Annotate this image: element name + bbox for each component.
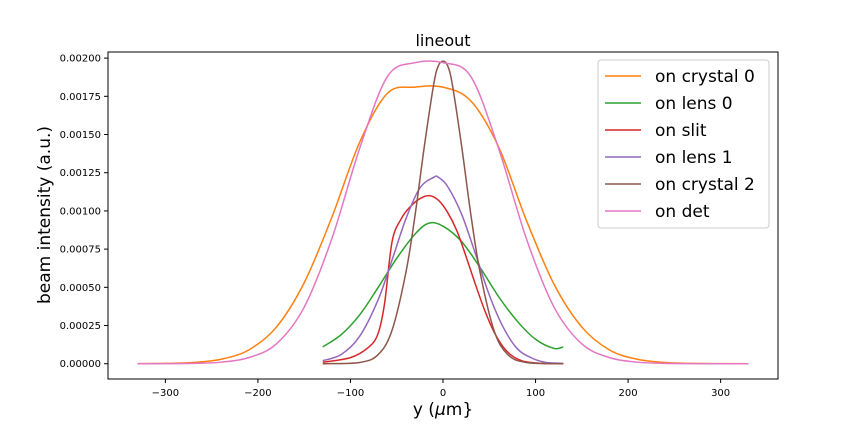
series-line-on-crystal-2 [322,60,564,365]
legend-label-on-lens-0: on lens 0 [655,94,733,114]
x-axis: −300 −200 −100 0 100 200 300 [152,379,730,399]
legend-label-on-lens-1: on lens 1 [655,148,733,168]
x-axis-label-mu: μ [434,400,446,420]
chart-title: lineout [415,31,470,50]
y-axis-label: beam intensity (a.u.) [35,126,55,304]
y-tick-label: 0.00075 [60,245,101,256]
legend-label-on-det: on det [655,202,710,222]
x-tick-label: −200 [244,388,271,399]
y-tick-label: 0.00100 [60,206,101,217]
y-axis: 0.00000 0.00025 0.00050 0.00075 0.00100 0.001… [60,54,108,370]
x-tick-label: 200 [619,388,638,399]
series-line-on-lens-0 [322,221,564,350]
x-tick-label: 100 [526,388,545,399]
series-layer [137,60,749,365]
series-line-on-slit [322,194,564,365]
y-tick-label: 0.00175 [60,92,101,103]
series-line-on-lens-1 [322,175,564,365]
series-line-on-det [137,60,749,365]
y-tick-label: 0.00200 [60,54,101,65]
series-line-on-crystal-0 [137,85,749,365]
y-tick-label: 0.00150 [60,130,101,141]
legend-label-on-slit: on slit [655,121,707,141]
y-tick-label: 0.00025 [60,321,101,332]
x-tick-label: 0 [440,388,446,399]
y-tick-label: 0.00000 [60,359,101,370]
legend: on crystal 0 on lens 0 on slit on lens 1 on … [597,59,770,229]
legend-label-on-crystal-0: on crystal 0 [655,67,755,87]
x-axis-label: y (μm} [413,400,473,420]
y-tick-label: 0.00125 [60,168,101,179]
x-tick-label: 300 [711,388,730,399]
x-tick-label: −100 [337,388,364,399]
legend-box [597,59,770,229]
legend-label-on-crystal-2: on crystal 2 [655,175,755,195]
legend-items: on crystal 0 on lens 0 on slit on lens 1 on … [605,67,755,222]
x-tick-label: −300 [152,388,179,399]
y-tick-label: 0.00050 [60,283,101,294]
